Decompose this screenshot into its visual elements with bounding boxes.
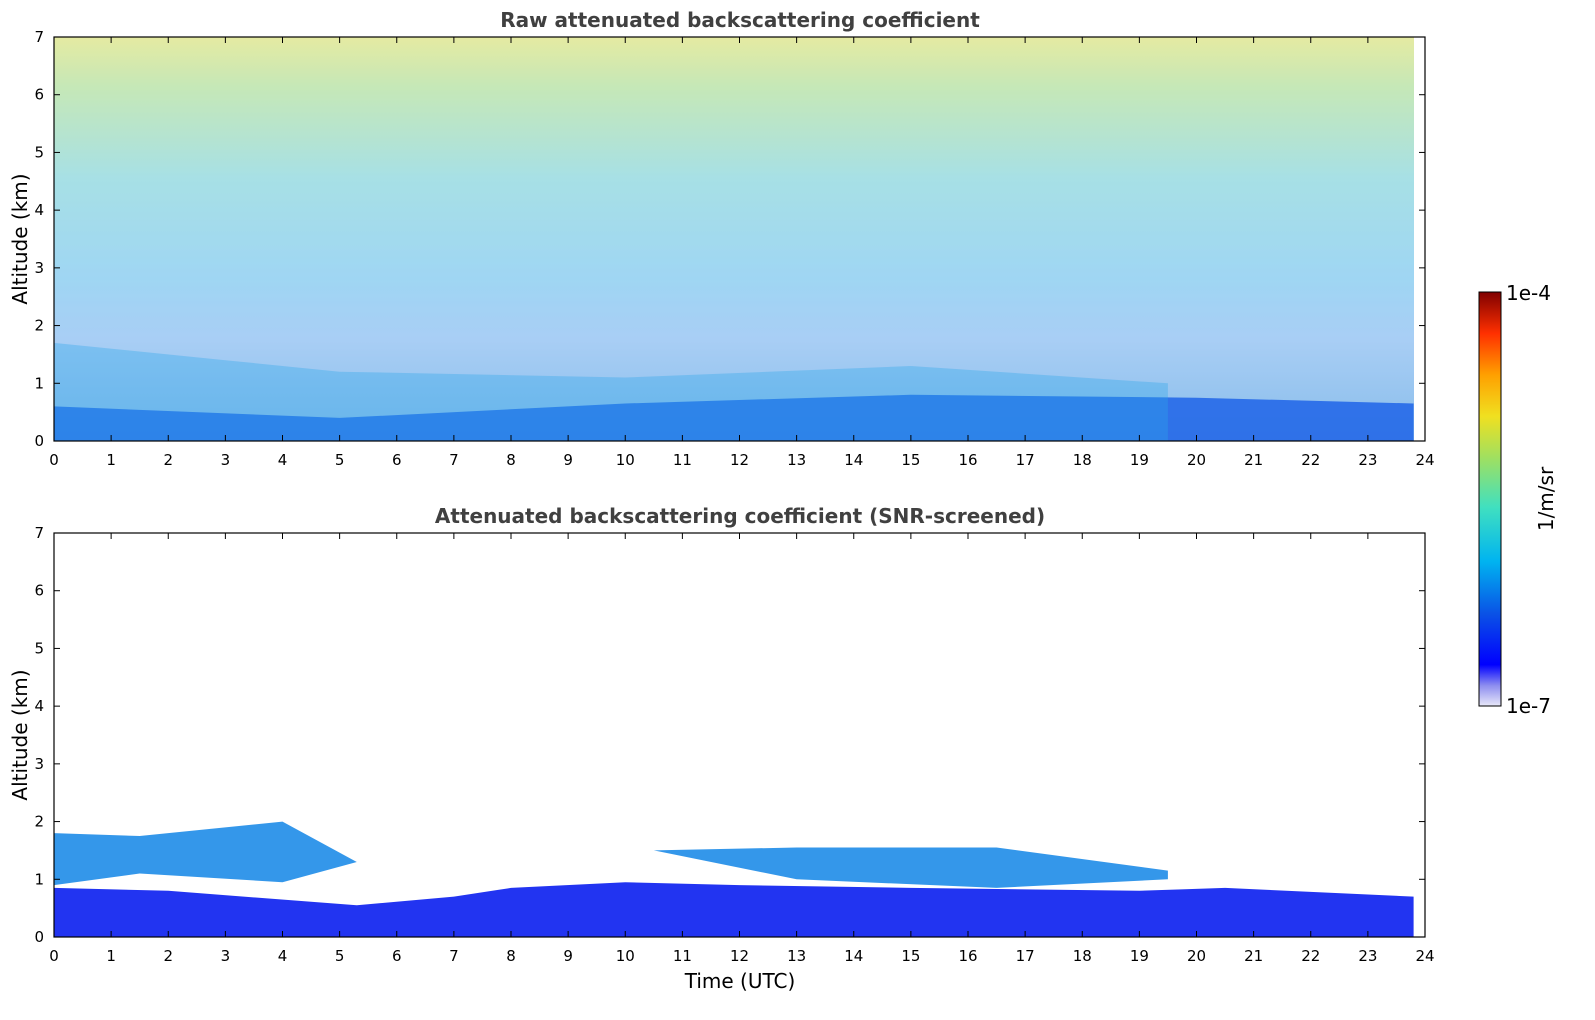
- x-tick-label: 2: [163, 451, 173, 469]
- x-tick-label: 8: [506, 947, 516, 965]
- x-axis-label: Time (UTC): [684, 969, 796, 993]
- x-tick-label: 8: [506, 451, 516, 469]
- screened-heatmap: [54, 821, 1414, 937]
- x-tick-label: 6: [392, 451, 402, 469]
- x-tick-label: 13: [787, 947, 806, 965]
- y-tick-label: 6: [34, 582, 44, 600]
- x-tick-label: 9: [563, 947, 573, 965]
- colorbar-unit-label: 1/m/sr: [1534, 466, 1558, 531]
- x-tick-label: 23: [1358, 451, 1377, 469]
- x-tick-label: 6: [392, 947, 402, 965]
- y-tick-label: 1: [34, 374, 44, 392]
- x-tick-label: 21: [1244, 947, 1263, 965]
- x-tick-label: 16: [958, 451, 977, 469]
- x-tick-label: 24: [1415, 451, 1434, 469]
- x-tick-label: 22: [1301, 947, 1320, 965]
- x-tick-label: 7: [449, 451, 459, 469]
- x-tick-label: 4: [278, 947, 288, 965]
- x-tick-label: 20: [1187, 947, 1206, 965]
- x-tick-label: 14: [844, 947, 863, 965]
- x-tick-label: 0: [49, 451, 59, 469]
- y-tick-label: 6: [34, 86, 44, 104]
- screened-x-ticks: 0 1 2 3 4 5 6 7 8 9 10 11 12 13 14 15 16 17 18 19 20 21 22 23 24: [49, 533, 1435, 965]
- x-tick-label: 5: [335, 947, 345, 965]
- x-tick-label: 10: [616, 947, 635, 965]
- y-tick-label: 5: [34, 639, 44, 657]
- y-tick-label: 4: [34, 697, 44, 715]
- y-tick-label: 7: [34, 524, 44, 542]
- y-tick-label: 3: [34, 755, 44, 773]
- screened-panel-title: Attenuated backscattering coefficient (S…: [435, 504, 1045, 528]
- raw-layers: [54, 342, 1414, 441]
- x-tick-label: 11: [673, 451, 692, 469]
- x-tick-label: 20: [1187, 451, 1206, 469]
- x-tick-label: 9: [563, 451, 573, 469]
- raw-panel-title: Raw attenuated backscattering coefficien…: [500, 8, 980, 32]
- y-tick-label: 0: [34, 432, 44, 450]
- y-tick-label: 1: [34, 870, 44, 888]
- y-tick-label: 2: [34, 813, 44, 831]
- colorbar-gradient: [1478, 291, 1502, 707]
- x-tick-label: 12: [730, 947, 749, 965]
- x-tick-label: 14: [844, 451, 863, 469]
- y-tick-label: 4: [34, 201, 44, 219]
- layer-region: [54, 821, 1168, 888]
- x-tick-label: 22: [1301, 451, 1320, 469]
- y-tick-label: 7: [34, 28, 44, 46]
- y-tick-label: 2: [34, 317, 44, 335]
- screened-backscatter-panel: Attenuated backscattering coefficient (S…: [8, 504, 1435, 993]
- colorbar-min-label: 1e-7: [1506, 694, 1551, 718]
- x-tick-label: 3: [221, 947, 231, 965]
- x-tick-label: 1: [106, 947, 116, 965]
- screened-layers: [54, 821, 1414, 937]
- x-tick-label: 16: [958, 947, 977, 965]
- colorbar: 1e-4 1e-7 1/m/sr: [1478, 281, 1558, 718]
- x-tick-label: 17: [1016, 947, 1035, 965]
- x-tick-label: 23: [1358, 947, 1377, 965]
- screened-y-ticks: 0 1 2 3 4 5 6 7: [34, 524, 1425, 946]
- layer-region: [54, 394, 1414, 441]
- x-tick-label: 18: [1073, 947, 1092, 965]
- y-tick-label: 3: [34, 259, 44, 277]
- y-tick-label: 5: [34, 143, 44, 161]
- x-tick-label: 15: [901, 947, 920, 965]
- x-tick-label: 11: [673, 947, 692, 965]
- x-tick-label: 1: [106, 451, 116, 469]
- raw-heatmap-noise: [54, 37, 1414, 441]
- layer-region: [54, 882, 1414, 937]
- raw-y-ticks: 0 1 2 3 4 5 6 7: [34, 28, 1425, 450]
- x-tick-label: 13: [787, 451, 806, 469]
- x-tick-label: 12: [730, 451, 749, 469]
- x-tick-label: 15: [901, 451, 920, 469]
- x-tick-label: 10: [616, 451, 635, 469]
- x-tick-label: 18: [1073, 451, 1092, 469]
- x-tick-label: 17: [1016, 451, 1035, 469]
- screened-y-axis-label: Altitude (km): [8, 669, 32, 800]
- x-tick-label: 0: [49, 947, 59, 965]
- x-tick-label: 7: [449, 947, 459, 965]
- x-tick-label: 19: [1130, 451, 1149, 469]
- x-tick-label: 24: [1415, 947, 1434, 965]
- raw-backscatter-panel: Raw attenuated backscattering coefficien…: [8, 8, 1435, 469]
- x-tick-label: 4: [278, 451, 288, 469]
- y-tick-label: 0: [34, 928, 44, 946]
- colorbar-max-label: 1e-4: [1506, 281, 1551, 305]
- x-tick-label: 21: [1244, 451, 1263, 469]
- layer-region: [54, 342, 1168, 441]
- raw-y-axis-label: Altitude (km): [8, 173, 32, 304]
- x-tick-label: 3: [221, 451, 231, 469]
- raw-x-ticks: 0 1 2 3 4 5 6 7 8 9 10 11 12 13 14 15 16 17 18 19 20 21 22 23 24: [49, 37, 1435, 469]
- x-tick-label: 2: [163, 947, 173, 965]
- x-tick-label: 5: [335, 451, 345, 469]
- x-tick-label: 19: [1130, 947, 1149, 965]
- raw-heatmap: [54, 37, 1414, 441]
